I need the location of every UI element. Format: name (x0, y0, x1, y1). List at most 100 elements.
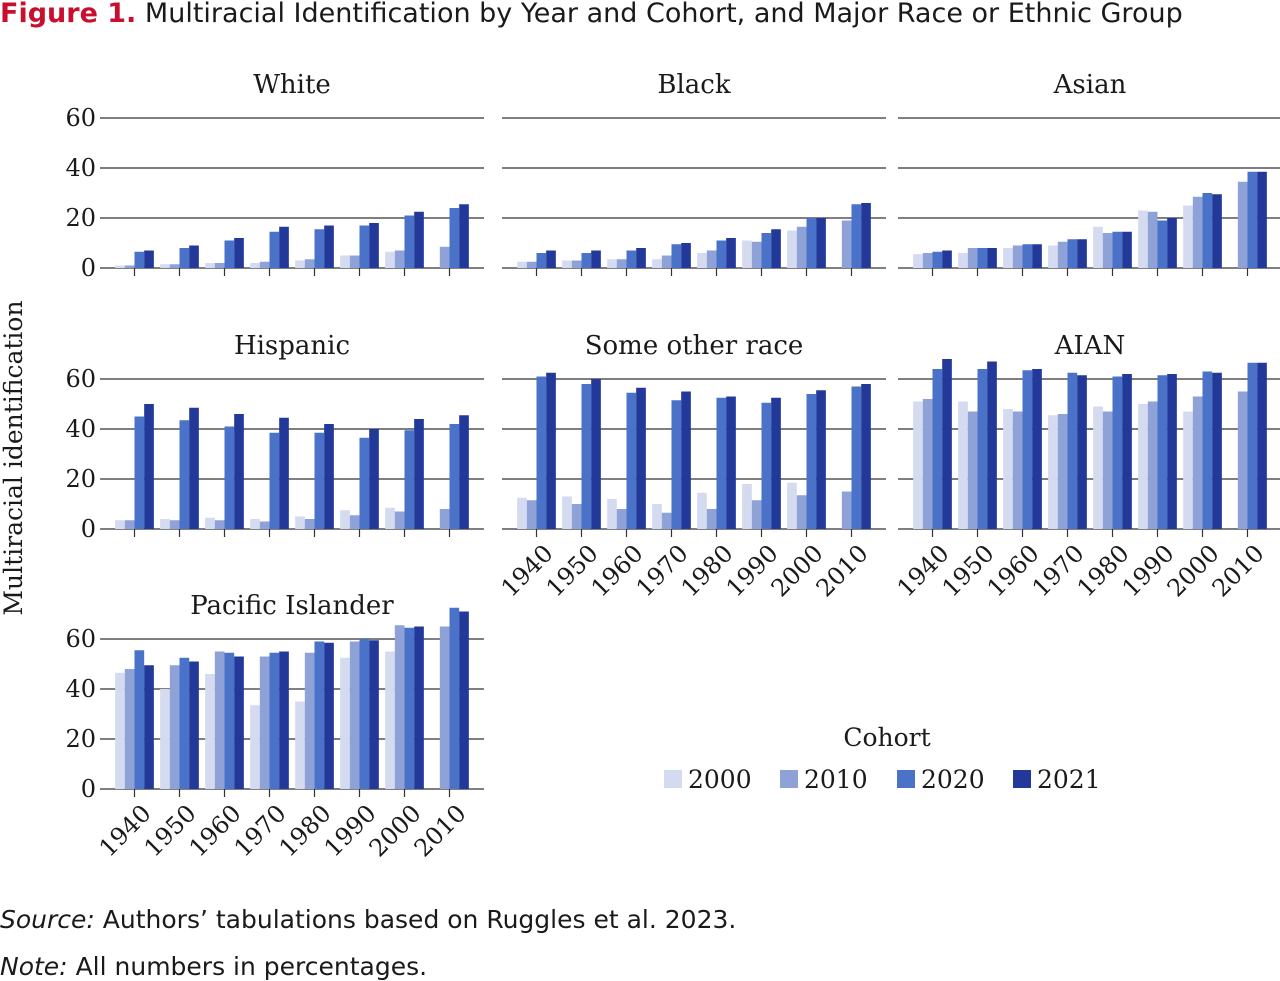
panel-title: Pacific Islander (190, 591, 394, 621)
bar (913, 401, 923, 529)
panel-title: Hispanic (234, 331, 350, 361)
bar (942, 359, 952, 529)
bar (259, 261, 270, 268)
bar (1147, 211, 1158, 268)
bar (234, 656, 244, 789)
note: Note: All numbers in percentages. (0, 952, 427, 981)
bar (1077, 375, 1087, 529)
bar (706, 509, 717, 529)
bar (324, 225, 334, 268)
legend-label: 2000 (688, 765, 752, 794)
legend-label: 2021 (1037, 765, 1101, 794)
bar (1048, 415, 1058, 529)
y-tick-label: 60 (65, 365, 96, 393)
bar (144, 250, 154, 268)
bar (517, 497, 527, 529)
bar (697, 253, 707, 268)
bar (1122, 374, 1132, 529)
panel-title: White (253, 70, 331, 100)
bar (214, 520, 225, 529)
legend-label: 2020 (921, 765, 985, 794)
bar (581, 253, 592, 268)
x-tick-label: 1960 (982, 539, 1045, 602)
bar (591, 379, 601, 529)
source-text: Authors’ tabulations based on Ruggles et… (103, 905, 737, 934)
bar (661, 255, 672, 268)
bar (1057, 414, 1068, 529)
bar (234, 414, 244, 529)
bar (1122, 231, 1132, 268)
bar (124, 520, 135, 529)
bar (726, 238, 736, 268)
bar (1183, 205, 1193, 268)
bar (681, 243, 691, 268)
y-tick-label: 20 (65, 725, 96, 753)
x-tick-label: 1940 (892, 539, 955, 602)
legend-label: 2010 (804, 765, 868, 794)
x-tick-label: 1980 (676, 539, 739, 602)
bar (546, 250, 556, 268)
bar (324, 642, 334, 789)
bar (562, 260, 572, 268)
bar (314, 229, 325, 268)
bar (771, 397, 781, 529)
bar (1138, 210, 1148, 268)
bar (414, 419, 424, 529)
bar (224, 652, 235, 789)
bar (304, 259, 315, 268)
bar (771, 229, 781, 268)
x-tick-label: 2010 (1207, 539, 1270, 602)
bar (1257, 362, 1267, 529)
bar (269, 231, 280, 268)
bar (987, 361, 997, 529)
bar (359, 225, 370, 268)
bar (394, 625, 405, 789)
bar (295, 701, 305, 789)
bar (716, 397, 727, 529)
y-tick-label: 0 (81, 254, 96, 282)
bar (861, 203, 871, 268)
bar (279, 417, 289, 529)
bar (144, 404, 154, 529)
bar (385, 251, 395, 268)
bar (250, 263, 260, 268)
x-tick-label: 1940 (496, 539, 559, 602)
bar (536, 253, 547, 268)
bar (607, 499, 617, 529)
bar (1112, 376, 1123, 529)
bar (124, 669, 135, 789)
bar (1048, 245, 1058, 268)
bar (359, 437, 370, 529)
bar (369, 429, 379, 529)
y-tick-label: 40 (65, 415, 96, 443)
bar (1032, 369, 1042, 529)
bar (385, 651, 395, 789)
bar (189, 245, 199, 268)
bar (636, 248, 646, 268)
title: Multiracial Identification by Year and C… (145, 0, 1183, 29)
y-axis-label: Multiracial identification (0, 300, 28, 615)
bar (115, 265, 125, 268)
y-tick-label: 20 (65, 465, 96, 493)
bar (340, 255, 350, 268)
bar (958, 253, 968, 268)
bar (1167, 218, 1177, 268)
bar (1247, 362, 1258, 529)
y-tick-label: 40 (65, 154, 96, 182)
bar (1237, 391, 1248, 529)
bar (224, 240, 235, 268)
bar (716, 240, 727, 268)
bar (913, 254, 923, 268)
bar (861, 384, 871, 529)
bar (349, 515, 360, 529)
bar (1202, 371, 1213, 529)
bar (404, 627, 415, 789)
bar (841, 491, 852, 529)
bar (1212, 194, 1222, 268)
bar (1093, 406, 1103, 529)
bar (1247, 171, 1258, 268)
bar (1102, 411, 1113, 529)
bar (546, 372, 556, 529)
legend-title: Cohort (843, 723, 930, 752)
